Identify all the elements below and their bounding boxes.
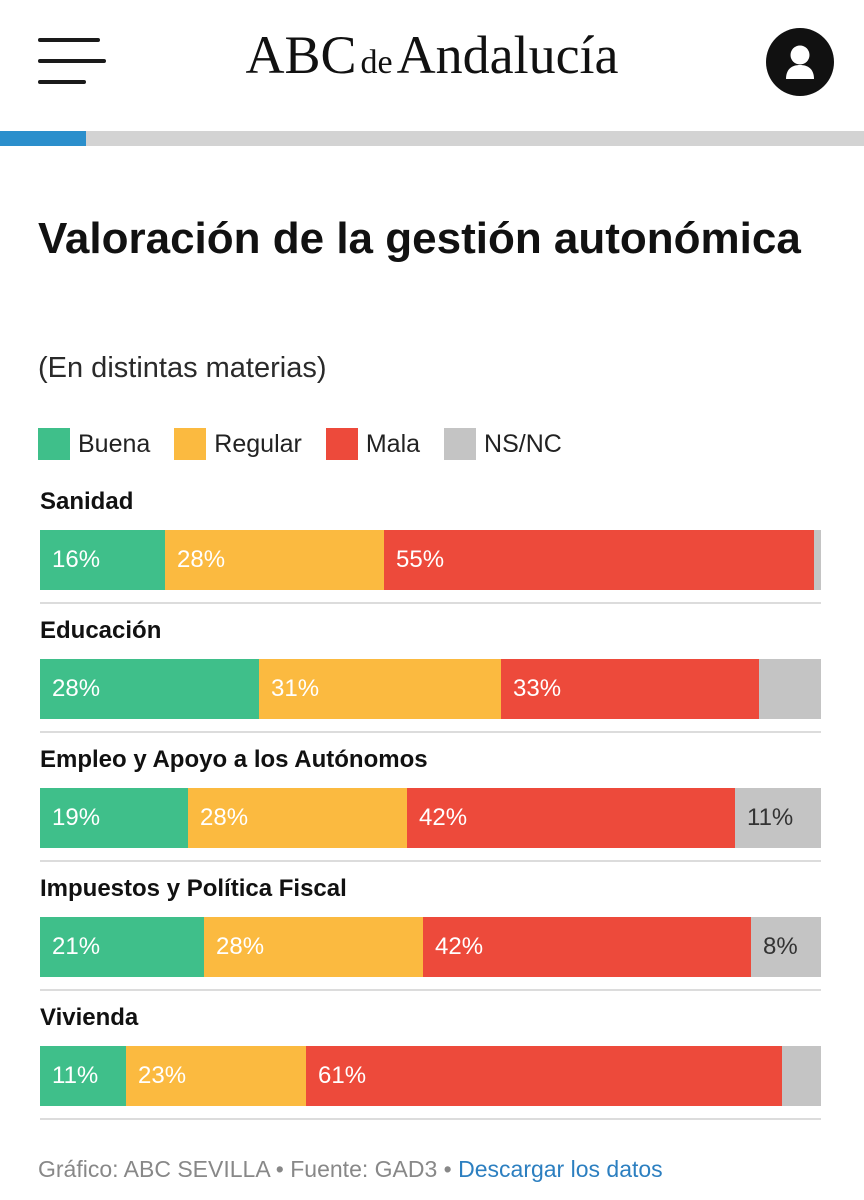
bar-segment-regular: 28% <box>188 788 407 848</box>
category-label: Impuestos y Política Fiscal <box>40 875 347 902</box>
chart-footer: Gráfico: ABC SEVILLA • Fuente: GAD3 • De… <box>38 1156 663 1183</box>
data-label: 28% <box>216 933 265 960</box>
bar-segment-regular: 31% <box>259 659 501 719</box>
legend-label: Buena <box>78 429 151 458</box>
bar-row: 11% 23% 61% <box>40 1046 821 1106</box>
bar-segment-nsnc <box>782 1046 821 1106</box>
legend-item-1: Regular <box>174 428 302 460</box>
bar-segment-buena: 28% <box>40 659 259 719</box>
logo-brand: ABC <box>245 25 357 85</box>
site-header: ABC de Andalucía <box>0 0 864 146</box>
bar-segment-nsnc <box>814 530 821 590</box>
bar-segment-mala: 55% <box>384 530 814 590</box>
legend-label: Regular <box>214 429 302 458</box>
bar-segment-mala: 42% <box>423 917 751 977</box>
bar-segment-nsnc: 8% <box>751 917 821 977</box>
data-label: 42% <box>435 933 484 960</box>
data-label: 11% <box>747 804 794 831</box>
data-label: 23% <box>138 1062 187 1089</box>
chart-legend: Buena Regular Mala NS/NC <box>38 426 586 462</box>
legend-swatch <box>325 428 358 460</box>
reading-progress-bar <box>0 131 864 146</box>
data-label: 31% <box>271 675 320 702</box>
legend-swatch <box>38 428 70 460</box>
bar-segment-buena: 11% <box>40 1046 126 1106</box>
bar-segment-regular: 23% <box>126 1046 306 1106</box>
bar-segment-nsnc <box>759 659 821 719</box>
data-label: 61% <box>318 1062 367 1089</box>
chart-title: Valoración de la gestión autonómica <box>38 214 801 263</box>
data-label: 8% <box>763 933 798 960</box>
bar-segment-buena: 16% <box>40 530 165 590</box>
user-account-icon[interactable] <box>766 28 834 96</box>
category-label: Educación <box>40 617 162 644</box>
legend-item-2: Mala <box>325 428 421 460</box>
footer-separator: • <box>275 1156 284 1182</box>
legend-swatch <box>444 428 477 460</box>
bar-segment-regular: 28% <box>204 917 423 977</box>
data-label: 28% <box>200 804 249 831</box>
legend-item-3: NS/NC <box>444 428 562 460</box>
row-divider <box>40 989 821 991</box>
bar-row: 16% 28% 55% <box>40 530 821 590</box>
legend-swatch <box>174 428 207 460</box>
bar-segment-nsnc: 11% <box>735 788 821 848</box>
category-label: Sanidad <box>40 488 134 515</box>
category-label: Vivienda <box>40 1004 139 1031</box>
data-label: 16% <box>52 546 101 573</box>
bar-segment-buena: 21% <box>40 917 204 977</box>
footer-source: Fuente: GAD3 <box>290 1156 438 1182</box>
data-label: 28% <box>177 546 226 573</box>
bar-segment-buena: 19% <box>40 788 188 848</box>
data-label: 42% <box>419 804 468 831</box>
row-divider <box>40 731 821 733</box>
data-label: 21% <box>52 933 101 960</box>
hamburger-menu-icon[interactable] <box>38 38 106 88</box>
logo-region: Andalucía <box>396 25 619 85</box>
data-label: 28% <box>52 675 101 702</box>
bar-row: 28% 31% 33% <box>40 659 821 719</box>
category-label: Empleo y Apoyo a los Autónomos <box>40 746 428 773</box>
bar-segment-regular: 28% <box>165 530 384 590</box>
legend-item-0: Buena <box>38 428 150 460</box>
row-divider <box>40 860 821 862</box>
download-data-link[interactable]: Descargar los datos <box>458 1156 663 1182</box>
bar-row: 19% 28% 42% 11% <box>40 788 821 848</box>
site-logo[interactable]: ABC de Andalucía <box>0 24 864 86</box>
data-label: 33% <box>513 675 562 702</box>
reading-progress-fill <box>0 131 87 146</box>
bar-segment-mala: 42% <box>407 788 735 848</box>
data-label: 55% <box>396 546 445 573</box>
bar-segment-mala: 33% <box>501 659 759 719</box>
bar-row: 21% 28% 42% 8% <box>40 917 821 977</box>
legend-label: NS/NC <box>484 429 562 458</box>
bar-segment-mala: 61% <box>306 1046 782 1106</box>
data-label: 11% <box>52 1062 99 1089</box>
row-divider <box>40 602 821 604</box>
chart-subtitle: (En distintas materias) <box>38 352 327 384</box>
footer-credit: Gráfico: ABC SEVILLA <box>38 1156 270 1182</box>
legend-label: Mala <box>365 429 421 458</box>
logo-connector: de <box>360 44 393 81</box>
footer-separator: • <box>443 1156 452 1182</box>
data-label: 19% <box>52 804 101 831</box>
row-divider <box>40 1118 821 1120</box>
